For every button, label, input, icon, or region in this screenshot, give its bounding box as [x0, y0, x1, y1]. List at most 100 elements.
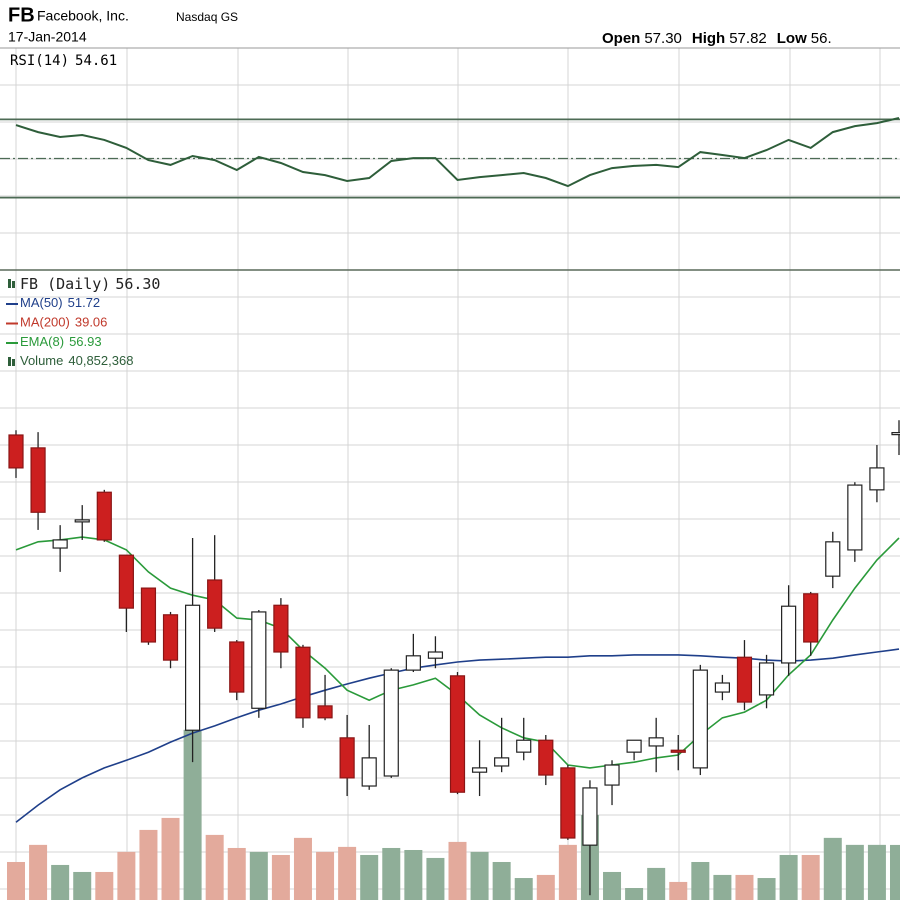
- volume-bar: [603, 871, 622, 900]
- volume-bar: [382, 847, 401, 900]
- volume-bar: [73, 871, 92, 900]
- legend-value: 56.93: [69, 334, 102, 349]
- volume-bar: [29, 844, 48, 900]
- volume-bar: [691, 861, 710, 900]
- candle-body: [118, 554, 134, 609]
- legend-value: 51.72: [68, 295, 101, 310]
- volume-bar: [271, 854, 290, 900]
- candle-body: [251, 611, 267, 709]
- candle-body: [207, 579, 223, 629]
- candle-body: [582, 787, 598, 846]
- volume-bar: [249, 851, 268, 900]
- candle-body: [825, 541, 841, 577]
- quote-label: Open: [602, 30, 640, 47]
- legend-name: MA(200): [20, 315, 70, 330]
- candle-body: [295, 646, 311, 719]
- candle-body: [781, 605, 797, 664]
- candle-body: [758, 662, 775, 696]
- volume-bar: [779, 854, 798, 900]
- volume-bar: [470, 851, 489, 900]
- candle-body: [339, 737, 355, 779]
- volume-bar: [801, 854, 820, 900]
- volume-bar: [669, 881, 688, 900]
- volume-bar: [338, 846, 357, 900]
- volume-bar: [757, 878, 776, 900]
- quote-value: 56.: [811, 30, 832, 47]
- legend-icon: [8, 279, 11, 288]
- candle-body: [405, 655, 421, 671]
- candle-body: [670, 749, 686, 753]
- quote-value: 57.30: [644, 30, 682, 47]
- company: Facebook, Inc.: [37, 8, 129, 24]
- volume-bar: [95, 871, 114, 900]
- candle-body: [185, 604, 201, 731]
- candle-body: [626, 739, 642, 753]
- legend-value: 54.61: [75, 53, 117, 69]
- candle-body: [494, 757, 510, 767]
- legend-value: 40,852,368: [68, 353, 133, 368]
- volume-bar: [161, 817, 180, 900]
- quote-label: High: [692, 30, 725, 47]
- candle-body: [714, 682, 731, 693]
- candle-body: [516, 739, 532, 753]
- volume-bar: [205, 834, 224, 900]
- candle-body: [361, 757, 377, 787]
- legend-name: MA(50): [20, 295, 63, 310]
- candle-body: [383, 669, 399, 777]
- candle-body: [229, 641, 245, 693]
- quote-label: Low: [777, 30, 807, 47]
- volume-bar: [51, 864, 70, 900]
- legend-icon: [8, 357, 11, 366]
- legend-entry: MA(50) 51.72: [20, 295, 100, 310]
- volume-bar: [404, 849, 423, 900]
- candle-body: [273, 604, 289, 653]
- legend-value: 56.30: [115, 275, 160, 293]
- candle-body: [8, 434, 24, 469]
- volume-bar: [117, 851, 136, 900]
- exchange: Nasdaq GS: [176, 10, 238, 24]
- candle-body: [449, 675, 466, 793]
- candle-body: [96, 491, 112, 541]
- candle-body: [692, 669, 708, 769]
- rsi-line: [15, 117, 900, 188]
- volume-bar: [845, 844, 864, 900]
- volume-bar: [536, 874, 555, 900]
- volume-bar: [558, 844, 577, 900]
- candle-body: [538, 739, 554, 776]
- legend-icon: [12, 281, 15, 288]
- legend-entry: FB (Daily) 56.30: [20, 275, 160, 293]
- candle-body: [648, 737, 664, 747]
- legend-name: FB (Daily): [20, 275, 110, 293]
- volume-bar: [139, 829, 158, 900]
- rsi-legend: RSI(14) 54.61: [10, 53, 117, 69]
- candle-body: [560, 767, 576, 839]
- candle-body: [30, 447, 46, 513]
- candle-body: [52, 539, 68, 549]
- quote-value: 57.82: [729, 30, 767, 47]
- legend-entry: Volume 40,852,368: [20, 353, 133, 368]
- grid: [0, 48, 900, 900]
- symbol: FB: [8, 4, 35, 26]
- volume-bar: [625, 888, 644, 900]
- volume-bar: [823, 837, 842, 900]
- volume-bar: [514, 878, 533, 900]
- volume-bar: [492, 861, 511, 900]
- volume-bar: [293, 837, 312, 900]
- legend-entry: EMA(8) 56.93: [20, 334, 102, 349]
- candle-body: [140, 587, 157, 643]
- volume-bar: [7, 861, 25, 900]
- candle-body: [604, 764, 620, 786]
- volume-bar: [316, 851, 335, 900]
- legend-icon: [12, 359, 15, 366]
- candle-body: [847, 484, 863, 551]
- volume-bar: [867, 844, 886, 900]
- candle-body: [803, 593, 819, 643]
- volume-bar: [227, 847, 246, 900]
- quote: Open 57.30 High 57.82 Low 56.: [602, 30, 832, 47]
- candle-body: [427, 651, 444, 659]
- candle-body: [74, 519, 90, 523]
- candle-body: [317, 705, 333, 719]
- legend-value: 39.06: [75, 315, 108, 330]
